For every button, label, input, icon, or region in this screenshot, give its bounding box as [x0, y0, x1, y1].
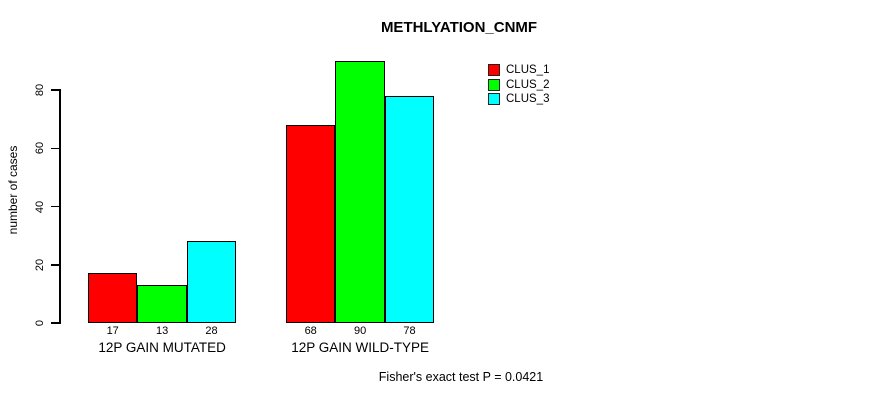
- bar-value-label: 28: [205, 325, 218, 337]
- legend-label: CLUS_2: [506, 78, 550, 91]
- y-tick-mark: [51, 147, 60, 149]
- group-label: 12P GAIN MUTATED: [98, 340, 226, 355]
- bar-value-label: 68: [304, 325, 317, 337]
- legend-row: CLUS_1: [488, 63, 549, 78]
- bar-clus_1-2: [286, 124, 336, 323]
- bar-clus_3-2: [384, 95, 435, 323]
- annotation-text: Fisher's exact test P = 0.0421: [378, 370, 544, 384]
- bar-value-label: 90: [353, 325, 367, 337]
- y-tick-label: 80: [34, 83, 46, 97]
- legend-label: CLUS_3: [506, 93, 550, 106]
- y-axis-label: number of cases: [6, 145, 20, 235]
- y-tick-mark: [51, 264, 60, 266]
- legend-swatch-icon: [488, 64, 500, 77]
- legend-row: CLUS_2: [488, 78, 549, 93]
- bar-clus_2-1: [137, 285, 187, 323]
- y-tick-mark: [51, 205, 60, 208]
- legend: CLUS_1 CLUS_2 CLUS_3: [488, 63, 549, 107]
- group-label: 12P GAIN WILD-TYPE: [291, 340, 429, 355]
- chart-title: METHLYATION_CNMF: [380, 19, 538, 36]
- bar-clus_2-2: [335, 60, 385, 323]
- bar-value-label: 78: [403, 325, 416, 337]
- bar-value-label: 17: [106, 325, 119, 337]
- bar-clus_1-1: [88, 273, 138, 323]
- legend-label: CLUS_1: [506, 64, 550, 77]
- y-tick-label: 40: [34, 200, 46, 213]
- y-tick-mark: [51, 322, 60, 324]
- y-tick-label: 60: [34, 142, 46, 155]
- y-tick-label: 0: [34, 319, 46, 327]
- y-axis-line: [59, 89, 61, 324]
- legend-swatch-icon: [488, 78, 500, 91]
- y-tick-label: 20: [34, 258, 46, 271]
- bar-value-label: 13: [155, 325, 169, 337]
- legend-row: CLUS_3: [488, 92, 549, 107]
- legend-swatch-icon: [488, 93, 500, 106]
- y-tick-mark: [51, 89, 60, 91]
- bar-clus_3-1: [186, 241, 237, 323]
